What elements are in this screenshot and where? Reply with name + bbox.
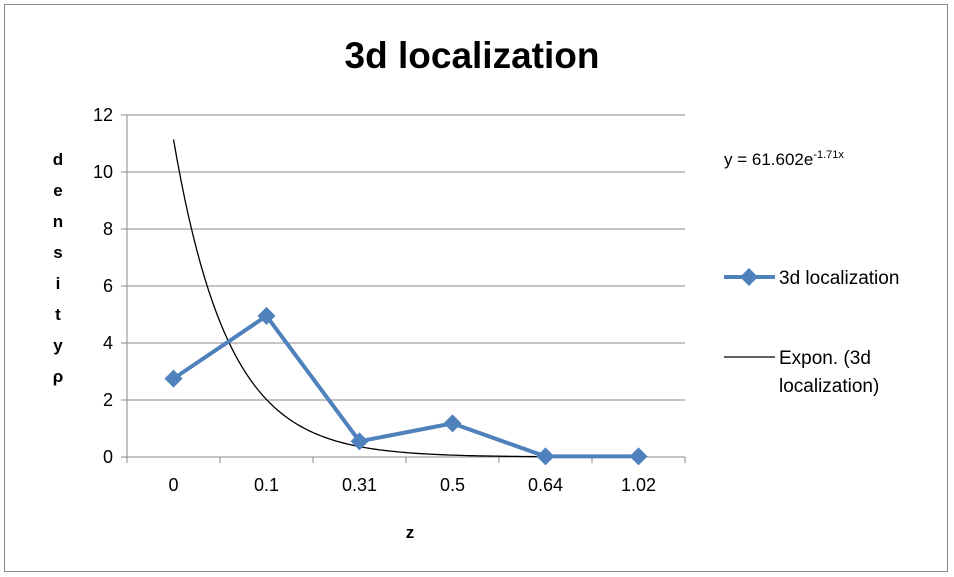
x-tick-labels: 0 0.1 0.31 0.5 0.64 1.02 [168,475,656,495]
chart-title: 3d localization [345,35,600,76]
x-tick-label: 0 [168,475,178,495]
y-axis-label-letter: s [53,243,62,262]
data-point-marker [257,306,276,325]
y-axis-label-letter: y [53,336,63,355]
y-axis-label-letter: i [56,274,61,293]
gridlines [127,114,685,401]
data-point-marker [443,414,462,433]
y-tick-label: 0 [103,447,113,467]
y-tick-labels: 0 2 4 6 8 10 12 [93,105,113,467]
y-tick-label: 2 [103,390,113,410]
y-axis-label-letter: t [55,305,61,324]
equation-base: y = 61.602e [724,150,813,169]
x-tick-label: 1.02 [621,475,656,495]
series-line [172,313,639,459]
x-axis-label: z [406,523,415,542]
y-axis-label-letter: d [53,150,63,169]
data-point-marker [629,447,648,466]
legend-trendline-label-line2: localization) [779,376,879,397]
y-tick-label: 4 [103,333,113,353]
trendline [172,139,639,458]
data-point-marker [164,369,183,388]
y-axis-label-letter: n [53,212,63,231]
y-tick-label: 6 [103,276,113,296]
y-axis-label-letter: ρ [53,367,64,386]
x-tick-label: 0.31 [342,475,377,495]
trendline-equation: y = 61.602e-1.71x [724,149,844,169]
y-tick-label: 8 [103,219,113,239]
y-tick-label: 12 [93,105,113,125]
chart-frame [4,4,948,572]
legend-trendline-label-line1: Expon. (3d [779,348,871,369]
trendline-group [172,139,639,458]
y-tick-label: 10 [93,162,113,182]
data-point-marker [536,447,555,466]
axes [121,114,686,463]
legend: 3d localization Expon. (3d localization) [724,268,899,397]
equation-exponent: -1.71x [813,149,844,161]
legend-series-label: 3d localization [779,268,899,289]
legend-trendline-label: Expon. (3d localization) [779,348,879,397]
x-tick-label: 0.1 [254,475,279,495]
data-point-marker [350,432,369,451]
series-group [164,306,648,466]
legend-series-marker [740,268,758,286]
x-tick-label: 0.64 [528,475,563,495]
y-axis-label-letter: e [53,181,62,200]
x-tick-label: 0.5 [440,475,465,495]
